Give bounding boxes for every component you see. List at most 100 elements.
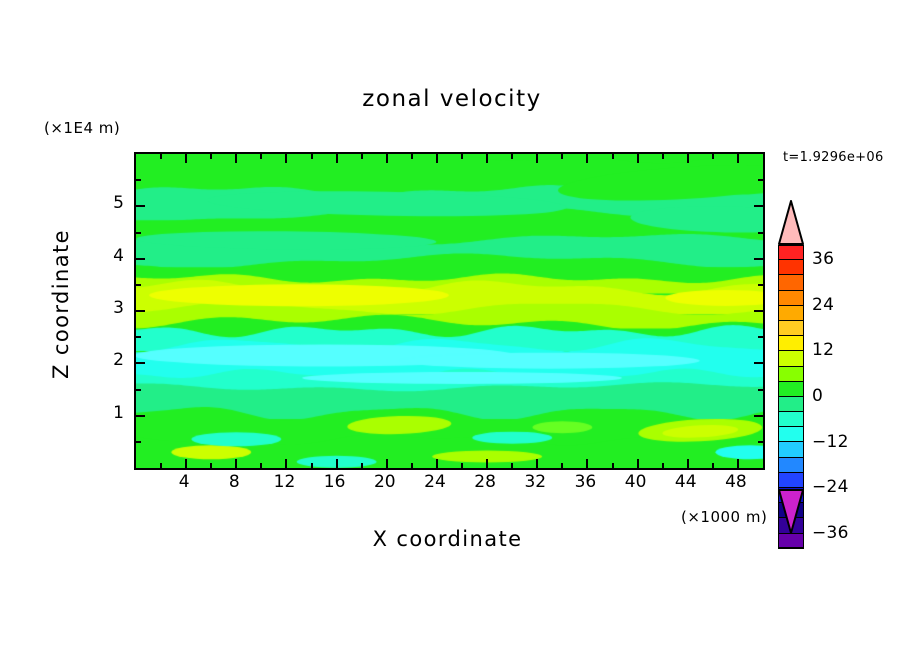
plot-area [134, 152, 765, 470]
y-axis-title: Z coordinate [49, 229, 73, 379]
colorbar-band [778, 245, 804, 261]
y-tick [136, 310, 145, 312]
x-tick [360, 463, 363, 468]
x-tick [536, 459, 539, 468]
time-annotation: t=1.9296e+06 [783, 150, 884, 165]
x-tick [185, 459, 188, 468]
colorbar-band [778, 320, 804, 337]
colorbar-tick-label: −36 [812, 522, 849, 543]
y-tick-right [754, 257, 763, 260]
x-tick-label: 4 [178, 472, 190, 492]
colorbar [778, 245, 804, 549]
x-tick-top [210, 154, 213, 159]
x-tick-top [686, 154, 689, 163]
x-tick-top [586, 154, 589, 163]
colorbar-band [778, 290, 804, 306]
x-tick [661, 463, 664, 468]
colorbar-band [778, 412, 804, 428]
y-tick [136, 414, 145, 417]
colorbar-band [778, 427, 804, 443]
x-tick [335, 459, 338, 468]
y-tick-label: 1 [113, 402, 124, 423]
y-tick-label: 5 [113, 193, 124, 214]
colorbar-band [778, 336, 804, 352]
x-tick [736, 459, 739, 468]
colorbar-tick-label: 12 [812, 340, 835, 361]
x-tick-label: 20 [373, 472, 396, 492]
colorbar-bottom-cap [778, 489, 804, 534]
page-title: zonal velocity [362, 86, 542, 112]
y-tick-right [754, 310, 763, 312]
x-tick [235, 459, 238, 468]
x-tick-top [310, 154, 313, 159]
colorbar-band [778, 381, 804, 397]
y-tick [136, 257, 145, 260]
x-tick [611, 463, 614, 468]
x-tick [461, 463, 464, 468]
colorbar-band [778, 260, 804, 276]
x-tick-top [260, 154, 263, 159]
colorbar-band [778, 457, 804, 473]
x-tick-label: 16 [323, 472, 346, 492]
y-tick [136, 179, 141, 182]
x-tick-top [235, 154, 238, 163]
y-tick [136, 283, 141, 286]
colorbar-band [778, 305, 804, 321]
x-tick-label: 8 [228, 472, 240, 492]
y-tick [136, 205, 145, 208]
x-tick-top [410, 154, 413, 159]
colorbar-band [778, 533, 804, 549]
colorbar-tick-label: 0 [812, 386, 824, 406]
x-tick-top [661, 154, 664, 159]
x-tick [636, 459, 639, 468]
x-tick [561, 463, 564, 468]
y-tick [136, 336, 141, 339]
y-tick-label: 3 [113, 298, 124, 318]
x-tick-label: 28 [474, 472, 496, 492]
x-tick-label: 44 [674, 472, 697, 492]
colorbar-band [778, 396, 804, 413]
y-tick-right [754, 414, 763, 417]
x-axis-title: X coordinate [372, 527, 523, 551]
y-tick [136, 388, 141, 391]
y-tick-right [758, 388, 763, 391]
colorbar-tick-label: 36 [812, 249, 835, 270]
colorbar-tick-label: −12 [812, 431, 849, 452]
x-tick [260, 463, 263, 468]
y-tick-label: 4 [113, 245, 124, 266]
x-tick-top [511, 154, 514, 159]
y-tick [136, 231, 141, 234]
x-tick-top [385, 154, 388, 163]
colorbar-tick-label: −24 [812, 477, 849, 498]
x-tick-top [561, 154, 564, 159]
x-tick-top [736, 154, 739, 163]
x-tick [385, 459, 388, 468]
x-tick-label: 40 [624, 472, 647, 492]
x-tick-top [636, 154, 639, 163]
colorbar-band [778, 366, 804, 382]
x-tick [160, 463, 163, 468]
x-tick-top [285, 154, 288, 163]
y-tick-right [758, 336, 763, 339]
x-tick-label: 12 [273, 472, 296, 492]
y-axis-units-label: (×1E4 m) [44, 119, 121, 137]
y-tick [136, 440, 141, 443]
y-tick-label: 2 [113, 350, 124, 371]
x-tick-label: 48 [725, 472, 747, 492]
x-tick-top [536, 154, 539, 163]
x-tick [410, 463, 413, 468]
x-tick-top [360, 154, 363, 159]
x-tick [210, 463, 213, 468]
colorbar-band [778, 472, 804, 488]
x-tick-top [711, 154, 714, 159]
x-tick [435, 459, 438, 468]
x-tick-top [435, 154, 438, 163]
x-tick [711, 463, 714, 468]
x-tick-top [611, 154, 614, 159]
x-tick-label: 36 [574, 472, 597, 492]
x-tick-label: 32 [524, 472, 547, 492]
x-tick-top [160, 154, 163, 159]
x-tick-top [486, 154, 489, 163]
colorbar-band [778, 275, 804, 291]
